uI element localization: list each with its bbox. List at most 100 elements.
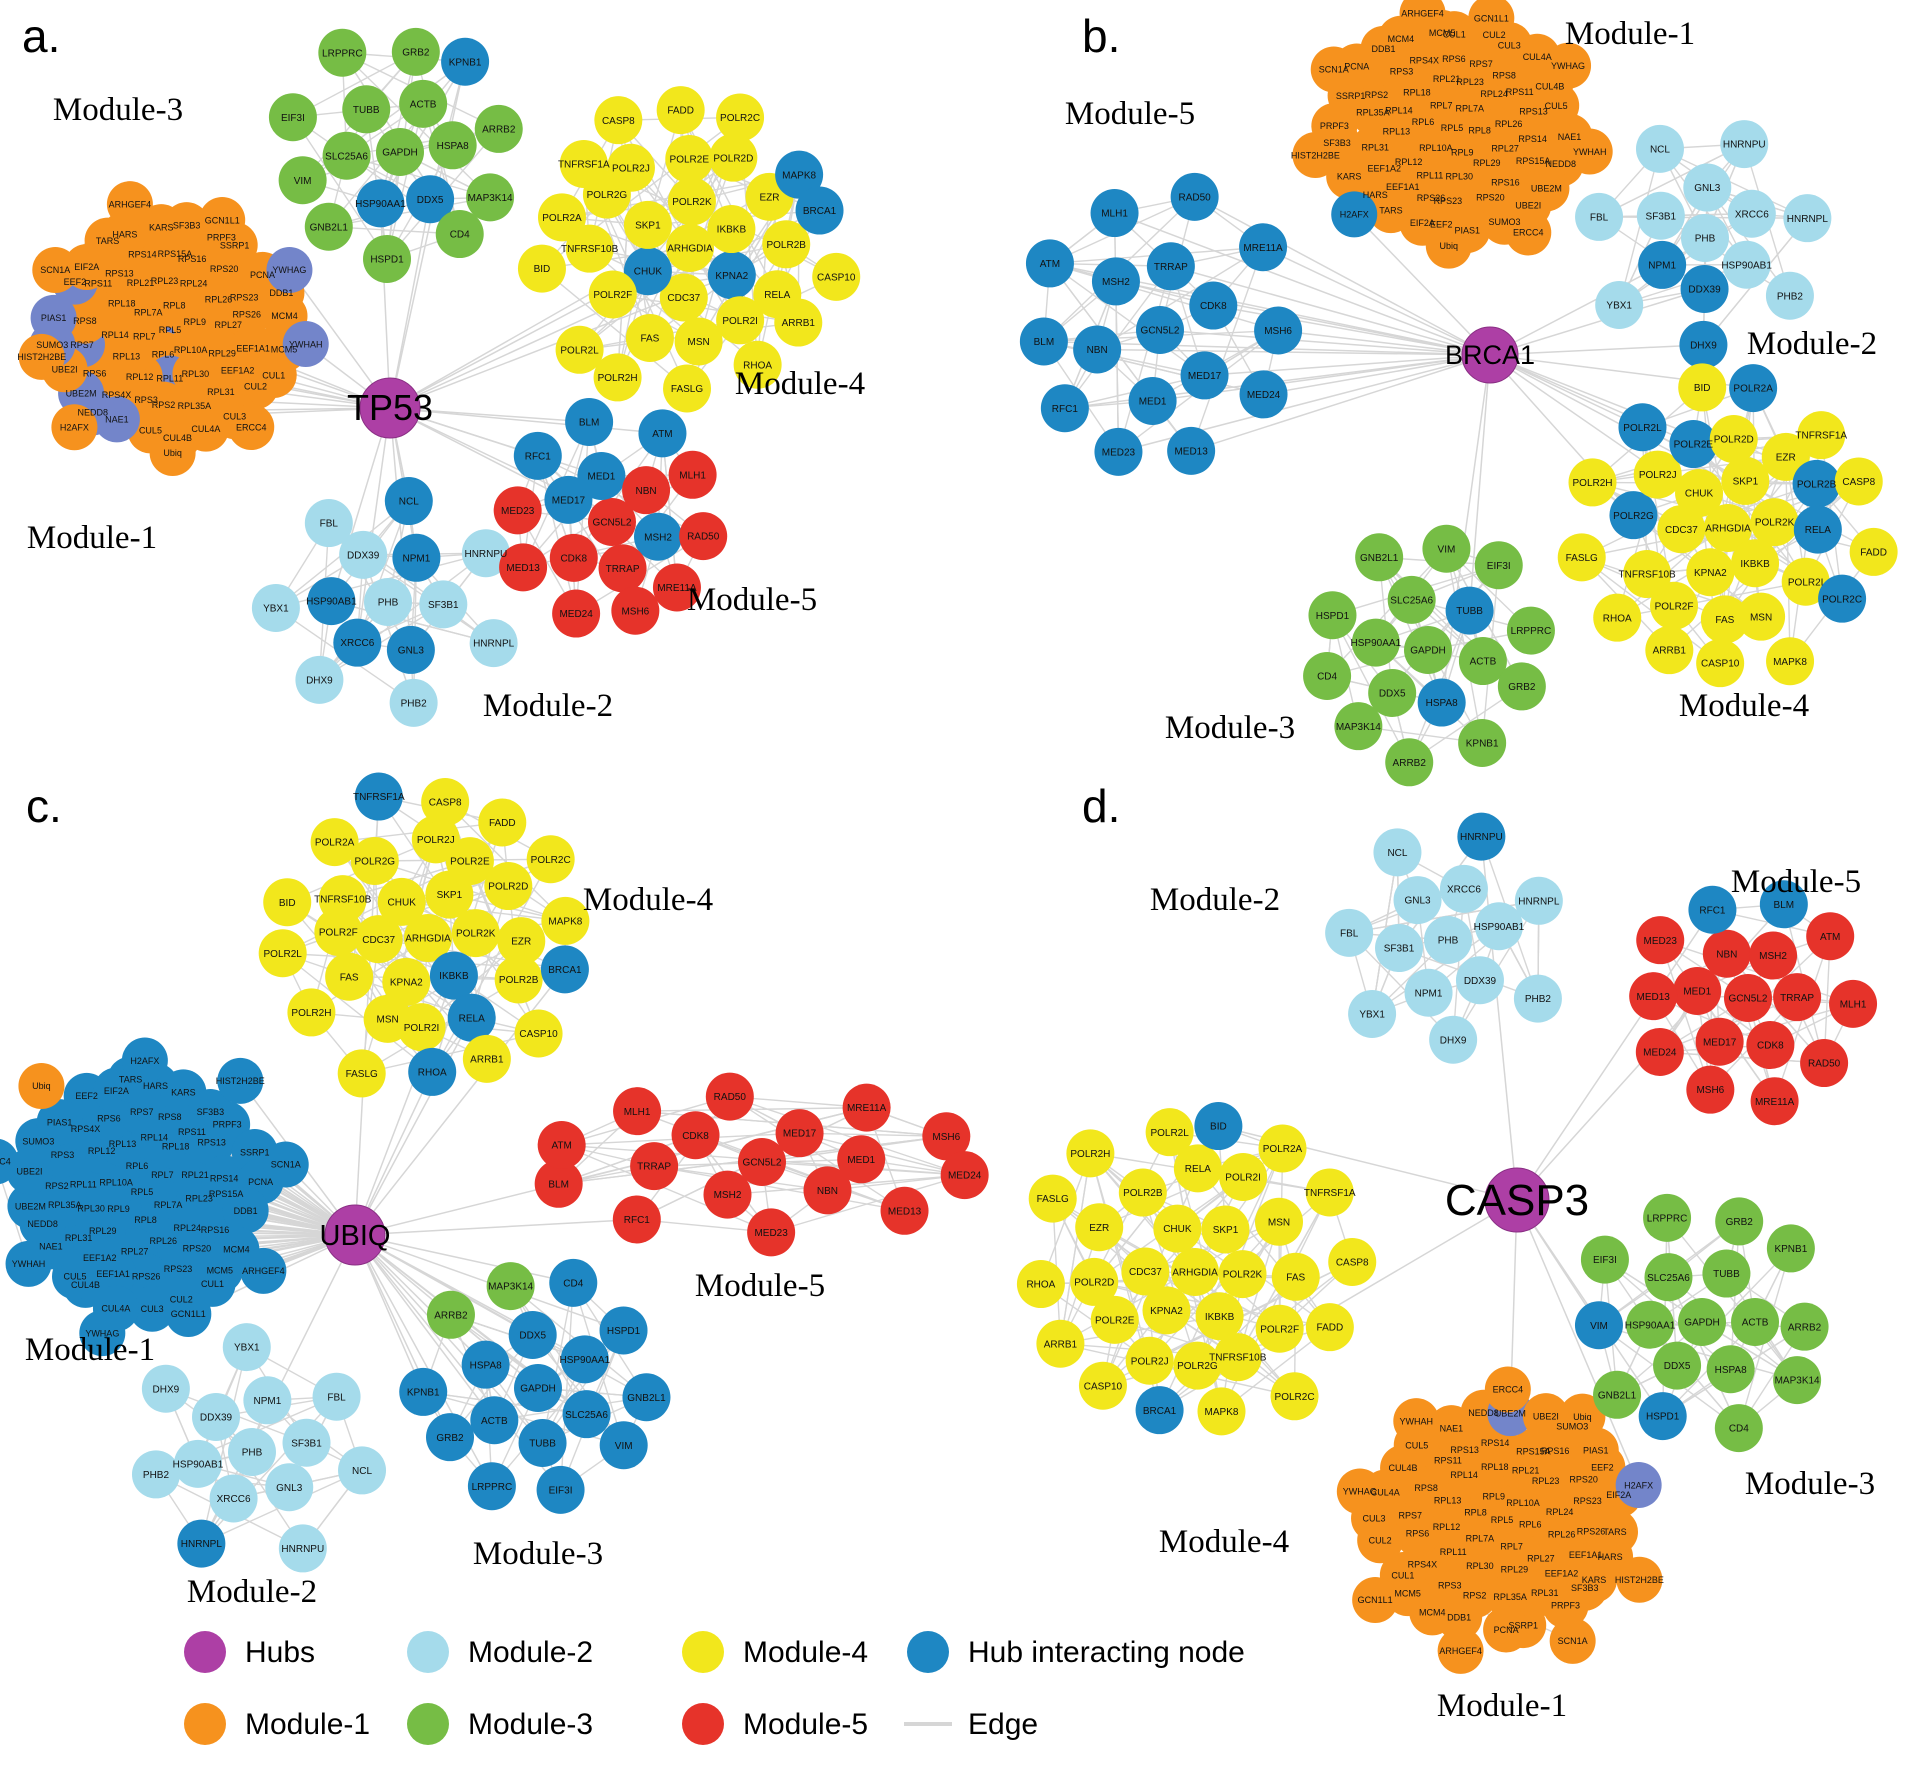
node-b-FAS[interactable]	[1700, 595, 1749, 644]
node-d-RAD50[interactable]	[1800, 1039, 1849, 1088]
node-c-TNFRSF10B[interactable]	[318, 875, 367, 924]
node-c-H2AFX[interactable]	[121, 1037, 168, 1084]
node-c-MSH6[interactable]	[922, 1112, 971, 1161]
node-a-POLR2F[interactable]	[588, 270, 637, 319]
node-c-BRCA1[interactable]	[540, 945, 589, 994]
node-c-FBL[interactable]	[312, 1372, 361, 1421]
node-c-KPNB1[interactable]	[399, 1367, 448, 1416]
node-b-MED17[interactable]	[1180, 351, 1229, 400]
node-b-GCN5L2[interactable]	[1136, 306, 1184, 354]
node-a-POLR2B[interactable]	[762, 220, 811, 269]
node-a-ARHGDIA[interactable]	[666, 224, 714, 272]
node-a-BLM[interactable]	[565, 397, 614, 446]
node-c-Ubiq[interactable]	[18, 1062, 65, 1109]
node-c-MSN[interactable]	[363, 994, 412, 1043]
node-c-MAP3K14[interactable]	[486, 1262, 535, 1311]
node-b-Ubiq[interactable]	[1425, 222, 1472, 269]
node-a-POLR2C[interactable]	[716, 93, 765, 142]
node-b-CD4[interactable]	[1303, 652, 1352, 701]
node-c-GRB2[interactable]	[426, 1413, 475, 1462]
node-b-TUBB[interactable]	[1445, 586, 1494, 635]
node-c-KPNA2[interactable]	[382, 957, 431, 1006]
node-a-POLR2E[interactable]	[665, 134, 714, 183]
node-d-ARRB1[interactable]	[1036, 1319, 1085, 1368]
node-d-RELA[interactable]	[1173, 1144, 1222, 1193]
node-b-PHB2[interactable]	[1765, 271, 1814, 320]
node-d-ATM[interactable]	[1806, 912, 1855, 961]
node-a-VIM[interactable]	[278, 156, 327, 205]
node-d-POLR2A[interactable]	[1258, 1124, 1307, 1173]
node-b-RFC1[interactable]	[1040, 384, 1089, 433]
node-c-ARHGDIA[interactable]	[404, 914, 452, 962]
node-b-POLR2B[interactable]	[1792, 459, 1841, 508]
node-d-GRB2[interactable]	[1715, 1197, 1764, 1246]
node-d-HSPA8[interactable]	[1706, 1345, 1755, 1394]
node-a-MED1[interactable]	[577, 451, 626, 500]
node-d-HSP90AA1[interactable]	[1626, 1300, 1675, 1349]
node-d-HSPD1[interactable]	[1638, 1392, 1687, 1441]
node-b-POLR2F[interactable]	[1650, 581, 1699, 630]
node-a-MED17[interactable]	[544, 475, 593, 524]
node-c-GAPDH[interactable]	[514, 1364, 562, 1412]
node-c-HSPD1[interactable]	[599, 1306, 648, 1355]
node-c-SLC25A6[interactable]	[562, 1390, 611, 1439]
node-b-DDX39[interactable]	[1680, 264, 1729, 313]
node-b-ATM[interactable]	[1025, 239, 1074, 288]
node-c-CHUK[interactable]	[377, 877, 426, 926]
node-d-MAPK8[interactable]	[1197, 1387, 1246, 1436]
node-c-GNB2L1[interactable]	[622, 1373, 671, 1422]
node-b-EZR[interactable]	[1761, 432, 1810, 481]
node-a-KPNB1[interactable]	[441, 37, 490, 86]
node-d-EIF3I[interactable]	[1580, 1235, 1629, 1284]
node-a-YWHAH[interactable]	[282, 321, 329, 368]
node-b-YBX1[interactable]	[1595, 280, 1644, 329]
node-a-CD4[interactable]	[435, 210, 484, 259]
node-c-MSH2[interactable]	[703, 1170, 752, 1219]
node-c-HSPA8[interactable]	[461, 1340, 510, 1389]
node-c-SF3B1[interactable]	[282, 1418, 331, 1467]
node-d-RFC1[interactable]	[1688, 885, 1737, 934]
node-c-VIM[interactable]	[599, 1421, 648, 1470]
node-b-TNFRSF1A[interactable]	[1797, 411, 1846, 460]
node-b-NPM1[interactable]	[1638, 240, 1687, 289]
node-d-PHB[interactable]	[1424, 916, 1472, 964]
node-d-GNL3[interactable]	[1393, 876, 1442, 925]
node-d-IKBKB[interactable]	[1195, 1292, 1244, 1341]
node-a-MRE11A[interactable]	[652, 563, 701, 612]
node-a-RHOA[interactable]	[733, 340, 782, 389]
node-d-NPM1[interactable]	[1404, 968, 1453, 1017]
node-a-HSPA8[interactable]	[428, 121, 477, 170]
node-c-HNRNPL[interactable]	[177, 1519, 226, 1568]
node-c-HSP90AA1[interactable]	[560, 1335, 609, 1384]
node-a-GNB2L1[interactable]	[304, 202, 353, 251]
node-b-CASP10[interactable]	[1696, 639, 1745, 688]
node-a-GRB2[interactable]	[391, 27, 440, 76]
node-a-ATM[interactable]	[638, 409, 687, 458]
node-a-RFC1[interactable]	[513, 431, 562, 480]
node-b-H2AFX[interactable]	[1331, 191, 1378, 238]
node-d-POLR2B[interactable]	[1118, 1168, 1167, 1217]
node-a-KPNA2[interactable]	[707, 251, 756, 300]
node-a-POLR2I[interactable]	[716, 296, 765, 345]
node-d-CD4[interactable]	[1714, 1404, 1763, 1453]
node-d-SLC25A6[interactable]	[1644, 1253, 1693, 1302]
node-a-ARRB2[interactable]	[474, 104, 523, 153]
node-b-POLR2D[interactable]	[1709, 415, 1758, 464]
node-a-ARHGEF4[interactable]	[106, 181, 153, 228]
node-d-TUBB[interactable]	[1702, 1249, 1751, 1298]
node-d-MED1[interactable]	[1673, 966, 1722, 1015]
node-c-DDX5[interactable]	[508, 1310, 557, 1359]
node-b-MLH1[interactable]	[1090, 189, 1139, 238]
node-d-GNB2L1[interactable]	[1593, 1370, 1642, 1419]
node-d-MSH2[interactable]	[1749, 931, 1798, 980]
node-c-ARRB2[interactable]	[426, 1290, 475, 1339]
node-d-YBX1[interactable]	[1348, 989, 1397, 1038]
node-b-HSP90AB1[interactable]	[1722, 240, 1771, 289]
node-a-FBL[interactable]	[304, 499, 353, 548]
node-c-GNL3[interactable]	[265, 1463, 314, 1512]
node-b-MED23[interactable]	[1094, 427, 1143, 476]
node-a-BRCA1[interactable]	[795, 186, 844, 235]
node-c-DDB1[interactable]	[222, 1187, 269, 1234]
node-c-CASP8[interactable]	[421, 778, 470, 827]
node-c-PHB[interactable]	[228, 1428, 276, 1476]
